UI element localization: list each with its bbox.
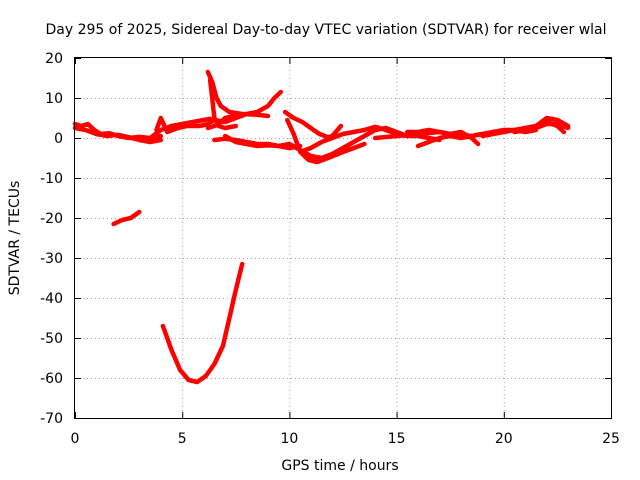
- series-arc-19: [533, 119, 567, 135]
- series-arc-20: [111, 209, 142, 227]
- y-tick-label: 0: [54, 131, 63, 147]
- series-arc-16: [405, 127, 481, 147]
- y-axis-title: SDTVAR / TECUs: [7, 181, 23, 296]
- y-tick-label: 10: [45, 91, 63, 107]
- series-group: [72, 69, 571, 385]
- x-tick-label: 10: [280, 431, 298, 447]
- y-tick-label: -70: [40, 411, 63, 427]
- x-tick-label: 25: [602, 431, 620, 447]
- y-tick-label: -10: [40, 171, 63, 187]
- x-tick-label: 0: [71, 431, 80, 447]
- y-tick-label: -20: [40, 211, 63, 227]
- y-tick-label: -60: [40, 371, 63, 387]
- x-tick-label: 5: [178, 431, 187, 447]
- tick-labels: 0 5 10 15 20 25 -70 -60 -50 -40 -30 -20 -10 0 10 20: [40, 51, 620, 447]
- series-arc-21: [160, 261, 245, 385]
- series-arc-9: [212, 136, 292, 149]
- series-arc-5: [205, 69, 271, 119]
- y-tick-label: -50: [40, 331, 63, 347]
- series-arc-2: [72, 125, 164, 145]
- chart-title: Day 295 of 2025, Sidereal Day-to-day VTE…: [45, 22, 606, 38]
- series-arc-13: [297, 124, 410, 155]
- x-tick-label: 15: [388, 431, 406, 447]
- y-tick-label: -40: [40, 291, 63, 307]
- series-arc-3: [147, 116, 213, 141]
- grid: [75, 58, 611, 418]
- x-axis-title: GPS time / hours: [281, 458, 398, 474]
- series-arc-7: [207, 77, 239, 131]
- series-arc-6: [205, 113, 239, 131]
- plot-frame: [74, 57, 612, 419]
- series-arc-1: [72, 121, 164, 141]
- x-tick-label: 20: [495, 431, 513, 447]
- series-arc-11: [285, 117, 367, 165]
- y-tick-label: -30: [40, 251, 63, 267]
- axis-ticks: [75, 58, 612, 419]
- y-tick-label: 20: [45, 51, 63, 67]
